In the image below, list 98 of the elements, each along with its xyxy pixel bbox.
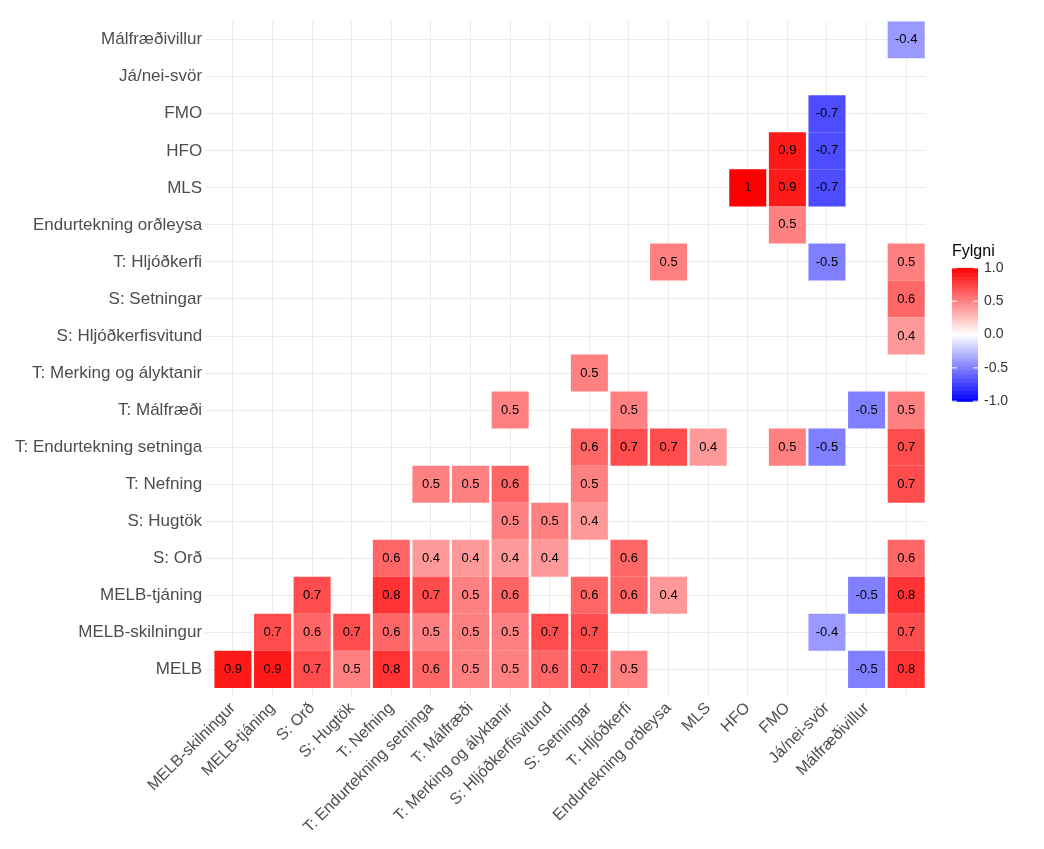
- color-bar-label: 0.0: [984, 325, 1004, 342]
- data-label: 0.5: [501, 660, 520, 676]
- data-label: 0.6: [619, 549, 639, 565]
- y-tick-label: MLS: [167, 177, 203, 197]
- y-tick-label: T: Nefning: [125, 473, 203, 493]
- data-label: -0.4: [894, 31, 918, 47]
- y-tick-label: S: Hljóðkerfisvitund: [56, 325, 203, 345]
- data-label: 0.7: [342, 623, 361, 639]
- data-label: 0.6: [303, 623, 322, 639]
- y-tick-label: MELB-skilningur: [78, 622, 203, 642]
- data-label: 0.6: [580, 438, 599, 454]
- data-label: -0.5: [855, 586, 878, 602]
- data-label: 0.5: [501, 512, 520, 528]
- data-label: 0.4: [699, 438, 718, 454]
- data-label: 0.4: [540, 549, 559, 565]
- data-label: 0.5: [897, 253, 916, 269]
- y-tick-label: MELB: [155, 659, 203, 679]
- y-tick-label: T: Hljóðkerfi: [113, 251, 203, 271]
- data-label: 0.6: [501, 586, 520, 602]
- data-label: 0.6: [421, 660, 440, 676]
- data-label: 0.6: [897, 290, 916, 306]
- y-tick-label: S: Hugtök: [127, 510, 203, 530]
- data-label: -0.5: [855, 660, 878, 676]
- y-tick-label: FMO: [164, 103, 203, 123]
- data-label: 0.5: [461, 586, 480, 602]
- data-label: 0.6: [619, 586, 639, 602]
- data-label: 0.5: [659, 253, 678, 269]
- data-label: 0.9: [263, 660, 282, 676]
- data-label: 0.5: [580, 364, 599, 380]
- data-label: 0.5: [342, 660, 361, 676]
- data-label: -0.7: [815, 105, 839, 121]
- data-label: 0.5: [540, 512, 559, 528]
- data-label: 0.5: [501, 623, 520, 639]
- color-bar-title: Fylgni: [952, 242, 995, 260]
- data-label: 0.7: [897, 438, 916, 454]
- data-label: 0.5: [421, 623, 440, 639]
- y-tick-label: MELB-tjáning: [100, 584, 203, 604]
- data-label: 0.4: [501, 549, 520, 565]
- data-label: 0.7: [540, 623, 559, 639]
- data-label: -0.5: [815, 438, 839, 454]
- data-label: 0.9: [778, 142, 797, 158]
- data-label: 0.8: [382, 586, 401, 602]
- y-tick-label: T: Endurtekning setninga: [15, 436, 203, 456]
- data-label: 0.7: [580, 623, 599, 639]
- y-tick-label: Málfræðivillur: [101, 29, 203, 49]
- y-tick-label: HFO: [166, 140, 203, 160]
- color-bar-label: -1.0: [984, 392, 1009, 409]
- data-label: 0.7: [421, 586, 440, 602]
- data-label: 0.6: [580, 586, 599, 602]
- data-label: 0.8: [897, 586, 916, 602]
- data-label: 0.4: [659, 586, 678, 602]
- data-label: 0.5: [580, 475, 599, 491]
- y-tick-label: S: Orð: [153, 547, 203, 567]
- y-tick-label: S: Setningar: [108, 288, 203, 308]
- data-label: 0.8: [382, 660, 401, 676]
- data-label: 0.7: [619, 438, 639, 454]
- data-label: 0.5: [619, 401, 639, 417]
- y-tick-label: Já/nei-svör: [118, 66, 203, 86]
- data-label: 0.9: [778, 179, 797, 195]
- data-label: 0.8: [897, 660, 916, 676]
- data-label: 0.4: [580, 512, 599, 528]
- data-label: 0.4: [461, 549, 480, 565]
- data-label: -0.4: [815, 623, 839, 639]
- data-label: 0.7: [897, 475, 916, 491]
- data-label: 0.5: [897, 401, 916, 417]
- color-bar-label: 1.0: [984, 258, 1004, 275]
- data-label: 0.9: [223, 660, 242, 676]
- data-label: 0.7: [897, 623, 916, 639]
- data-label: 0.7: [659, 438, 678, 454]
- color-bar-label: 0.5: [984, 292, 1004, 309]
- data-label: 0.7: [303, 586, 322, 602]
- data-label: 0.6: [382, 623, 401, 639]
- data-label: -0.5: [815, 253, 839, 269]
- data-label: 0.4: [897, 327, 916, 343]
- data-label: 0.7: [263, 623, 282, 639]
- data-label: -0.5: [855, 401, 878, 417]
- data-label: 0.7: [580, 660, 599, 676]
- y-tick-label: Endurtekning orðleysa: [32, 214, 203, 234]
- data-label: 0.5: [778, 438, 797, 454]
- data-label: 0.5: [778, 216, 797, 232]
- data-label: -0.7: [815, 142, 839, 158]
- data-label: 0.6: [540, 660, 559, 676]
- data-label: 0.5: [421, 475, 440, 491]
- data-label: 0.5: [461, 475, 480, 491]
- data-label: 0.7: [303, 660, 322, 676]
- data-label: 0.6: [897, 549, 916, 565]
- data-label: -0.7: [815, 179, 839, 195]
- y-tick-label: T: Merking og ályktanir: [32, 362, 203, 382]
- data-label: 0.6: [382, 549, 401, 565]
- data-label: 0.4: [421, 549, 440, 565]
- data-label: 0.5: [461, 660, 480, 676]
- color-bar-label: -0.5: [984, 358, 1009, 375]
- y-tick-label: T: Málfræði: [118, 399, 203, 419]
- data-label: 0.5: [619, 660, 639, 676]
- data-label: 1: [744, 179, 752, 195]
- data-label: 0.6: [501, 475, 520, 491]
- data-label: 0.5: [461, 623, 480, 639]
- data-label: 0.5: [501, 401, 520, 417]
